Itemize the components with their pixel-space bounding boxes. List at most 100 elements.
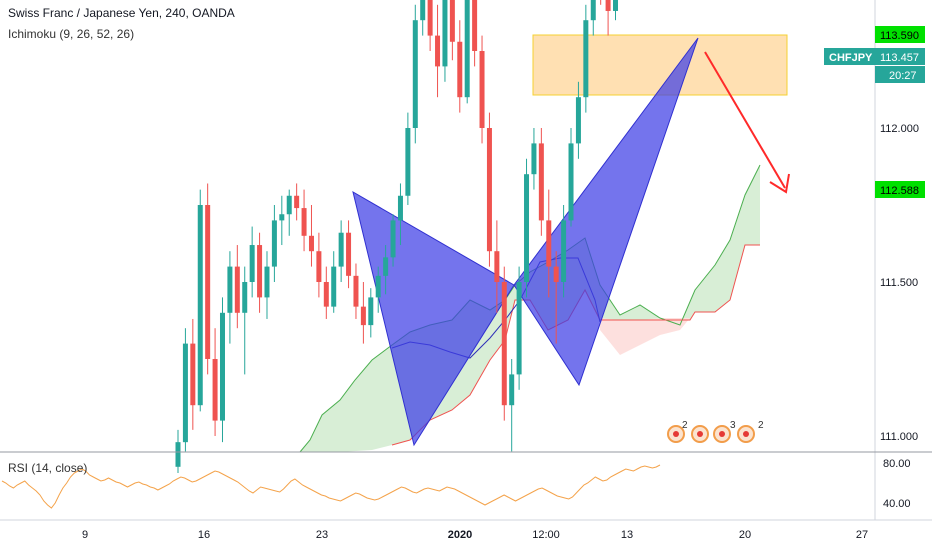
candle[interactable] [405,128,411,196]
candle[interactable] [479,51,485,128]
candle[interactable] [294,195,300,209]
candle[interactable] [538,143,544,221]
candle[interactable] [449,0,455,42]
candle[interactable] [249,245,255,282]
projection-arrow [704,51,790,194]
candle[interactable] [412,20,418,129]
candle[interactable] [331,266,337,307]
candle[interactable] [316,251,322,282]
candle[interactable] [486,128,492,252]
rsi-tick-label: 40.00 [883,498,911,510]
candle[interactable] [205,205,211,359]
lower-level-label[interactable]: 112.588 [875,181,925,198]
candle[interactable] [227,266,233,313]
time-tick-label: 20 [739,529,751,541]
candle[interactable] [561,220,567,282]
symbol-tag[interactable]: CHFJPY [824,48,875,65]
candle[interactable] [583,20,589,98]
event-markers: 2 3 2 [667,420,764,443]
chart-title: Swiss Franc / Japanese Yen, 240, OANDA [8,6,235,20]
candle[interactable] [197,205,203,406]
time-tick-label: 9 [82,529,88,541]
candle[interactable] [346,232,352,276]
candle[interactable] [613,0,619,11]
candle[interactable] [212,359,218,421]
candle[interactable] [264,266,270,298]
event-count: 2 [758,420,764,431]
price-tick-label: 111.000 [880,431,918,443]
last-price-label[interactable]: 113.457 [875,48,925,65]
candle[interactable] [390,220,396,258]
candle[interactable] [546,220,552,267]
candle[interactable] [568,143,574,221]
candle[interactable] [353,275,359,307]
rsi-line [1,464,661,509]
svg-text:CHFJPY: CHFJPY [829,52,873,64]
candle[interactable] [338,232,344,267]
candle[interactable] [375,275,381,298]
candle[interactable] [553,266,559,282]
candle[interactable] [234,266,240,313]
time-tick-label: 16 [198,529,210,541]
candle[interactable] [242,282,248,313]
rsi-tick-label: 80.00 [883,458,911,470]
upper-level-label[interactable]: 113.590 [875,26,925,43]
candle[interactable] [457,41,463,98]
ichimoku-legend[interactable]: Ichimoku (9, 26, 52, 26) [8,27,135,41]
candle[interactable] [368,297,374,326]
candle[interactable] [531,143,537,175]
rsi-axis: 80.00 40.00 [883,458,911,510]
candle[interactable] [271,220,277,267]
time-tick-label: 23 [316,529,328,541]
ichimoku-cloud-bear [600,318,690,355]
candle[interactable] [286,195,292,215]
candle[interactable] [360,306,366,326]
candle[interactable] [472,0,478,51]
svg-text:113.590: 113.590 [880,30,919,42]
candle[interactable] [190,343,196,406]
candle[interactable] [279,214,285,221]
time-tick-label: 12:00 [532,529,560,541]
candle[interactable] [605,0,611,11]
event-count: 2 [682,420,688,431]
price-tick-label: 111.500 [880,277,918,289]
candle[interactable] [301,208,307,236]
candle[interactable] [494,251,500,282]
pattern-triangle-right[interactable] [513,37,699,387]
candle[interactable] [509,374,515,406]
candle[interactable] [420,0,426,21]
candle[interactable] [435,35,441,67]
time-tick-label: 2020 [448,529,472,541]
candle[interactable] [516,282,522,375]
event-count: 3 [730,420,736,431]
svg-text:20:27: 20:27 [889,70,917,82]
candle[interactable] [219,312,225,421]
candle[interactable] [590,0,596,21]
time-tick-label: 13 [621,529,633,541]
candle[interactable] [323,282,329,307]
candle[interactable] [501,282,507,406]
candles-group [175,0,619,473]
rsi-legend[interactable]: RSI (14, close) [8,461,88,475]
price-tick-label: 112.000 [880,123,919,135]
candle[interactable] [427,0,433,36]
candle[interactable] [175,442,181,467]
candle[interactable] [182,343,188,443]
bar-countdown: 20:27 [875,66,925,83]
candle[interactable] [464,0,470,98]
candle[interactable] [397,195,403,221]
svg-text:112.588: 112.588 [880,185,919,197]
target-zone [532,34,788,96]
candle[interactable] [524,174,530,282]
time-axis[interactable]: 9 16 23 2020 12:00 13 20 27 [82,529,868,541]
svg-text:113.457: 113.457 [880,52,919,64]
candle[interactable] [383,257,389,276]
candle[interactable] [257,245,263,298]
candle[interactable] [308,235,314,252]
candle[interactable] [575,97,581,144]
candle[interactable] [442,0,448,67]
time-tick-label: 27 [856,529,868,541]
